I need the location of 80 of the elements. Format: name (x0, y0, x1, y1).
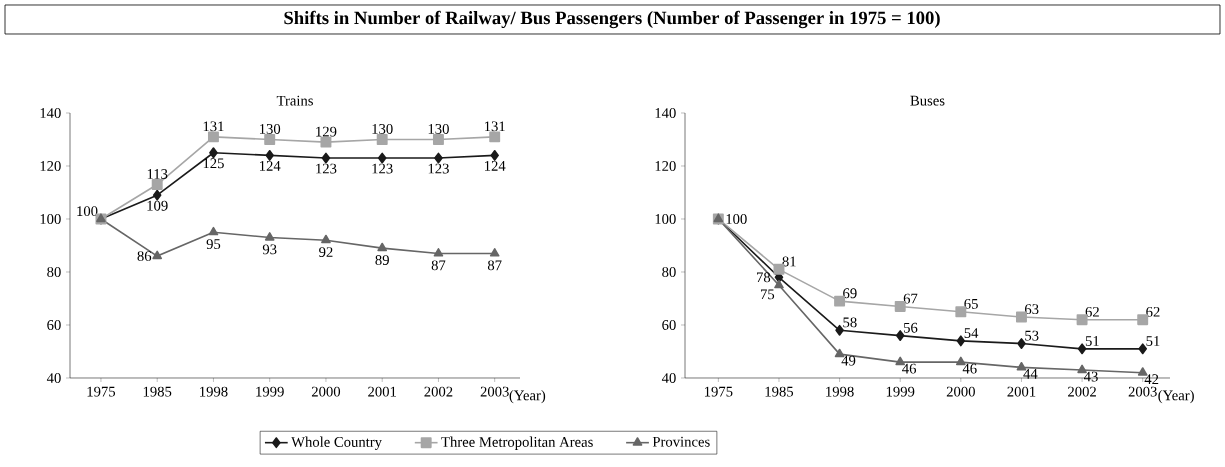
data-label: 123 (428, 163, 449, 174)
data-label: 89 (375, 255, 389, 265)
data-label: 113 (147, 169, 168, 179)
data-label: 81 (782, 256, 796, 267)
chart-subtitle: Buses (910, 95, 945, 106)
data-label: 124 (484, 161, 506, 171)
data-label: 130 (428, 124, 449, 134)
legend-label: Three Metropolitan Areas (441, 436, 593, 450)
data-label: 51 (1085, 336, 1099, 346)
x-tick-label: 2003 (1128, 386, 1157, 397)
chart-subtitle: Trains (276, 95, 313, 106)
data-label: 75 (761, 289, 775, 300)
x-tick-label: 2001 (1007, 386, 1036, 397)
data-label: 54 (964, 328, 979, 338)
y-tick-label: 140 (655, 108, 676, 118)
data-label: 46 (902, 363, 917, 374)
data-label: 78 (757, 272, 771, 283)
x-tick-label: 1998 (200, 386, 228, 397)
data-label: 67 (903, 293, 918, 304)
x-tick-label: 1985 (143, 386, 172, 397)
x-tick-label: 2000 (946, 386, 975, 397)
data-label: 131 (484, 121, 505, 132)
data-label: 69 (843, 288, 857, 299)
x-axis-title: (Year) (509, 390, 546, 404)
x-tick-label: 1999 (256, 386, 284, 397)
data-label: 100 (77, 206, 98, 217)
data-label: 93 (262, 244, 277, 255)
x-tick-label: 2003 (480, 386, 509, 397)
y-tick-label: 120 (40, 161, 61, 171)
data-label: 65 (964, 298, 978, 309)
data-label: 62 (1146, 306, 1160, 317)
text: Shifts in Number of Railway/ Bus Passengers (Number of Passenger in 1975 = 100) (284, 10, 940, 29)
legend-label: Whole Country (291, 436, 382, 450)
y-tick-label: 100 (40, 214, 61, 224)
data-label: 123 (316, 163, 337, 174)
x-tick-label: 1975 (704, 386, 733, 397)
x-tick-label: 2000 (311, 386, 341, 397)
data-label: 130 (372, 124, 393, 134)
data-label: 46 (962, 363, 977, 374)
data-label: 124 (260, 161, 281, 171)
x-axis-title: (Year) (1158, 390, 1194, 404)
data-label: 53 (1025, 330, 1039, 341)
x-tick-label: 2002 (1068, 386, 1096, 397)
data-label: 109 (147, 200, 168, 211)
data-label: 58 (843, 317, 857, 328)
y-tick-label: 40 (46, 373, 61, 383)
data-label: 125 (203, 158, 224, 169)
data-label: 123 (372, 163, 393, 174)
y-tick-label: 100 (655, 214, 676, 224)
data-label: 130 (260, 124, 281, 134)
data-label: 49 (841, 355, 856, 366)
data-label: 43 (1083, 371, 1098, 382)
y-tick-label: 80 (662, 267, 676, 277)
data-label: 44 (1023, 369, 1038, 379)
data-label: 86 (137, 251, 152, 262)
y-tick-label: 40 (661, 373, 676, 383)
x-tick-label: 1985 (765, 386, 794, 397)
x-tick-label: 1999 (886, 386, 915, 397)
data-label: 62 (1085, 306, 1099, 317)
data-label: 87 (431, 260, 446, 271)
y-tick-label: 120 (655, 161, 676, 171)
y-tick-label: 80 (47, 267, 61, 277)
y-tick-label: 60 (662, 320, 676, 330)
x-tick-label: 1998 (826, 386, 854, 397)
x-tick-label: 2002 (424, 386, 453, 397)
data-label: 92 (319, 247, 333, 257)
x-tick-label: 2001 (368, 386, 396, 397)
y-tick-label: 140 (40, 108, 61, 118)
data-label: 131 (203, 121, 224, 132)
x-tick-label: 1975 (87, 386, 116, 397)
data-label: 51 (1146, 336, 1160, 346)
legend-label: Provinces (652, 436, 710, 447)
data-label: 87 (487, 260, 502, 271)
data-label: 100 (726, 214, 747, 224)
data-label: 56 (904, 322, 918, 333)
data-label: 63 (1025, 304, 1039, 315)
data-label: 42 (1144, 374, 1159, 384)
data-label: 95 (206, 239, 221, 250)
data-label: 129 (316, 126, 337, 137)
y-tick-label: 60 (47, 320, 61, 330)
